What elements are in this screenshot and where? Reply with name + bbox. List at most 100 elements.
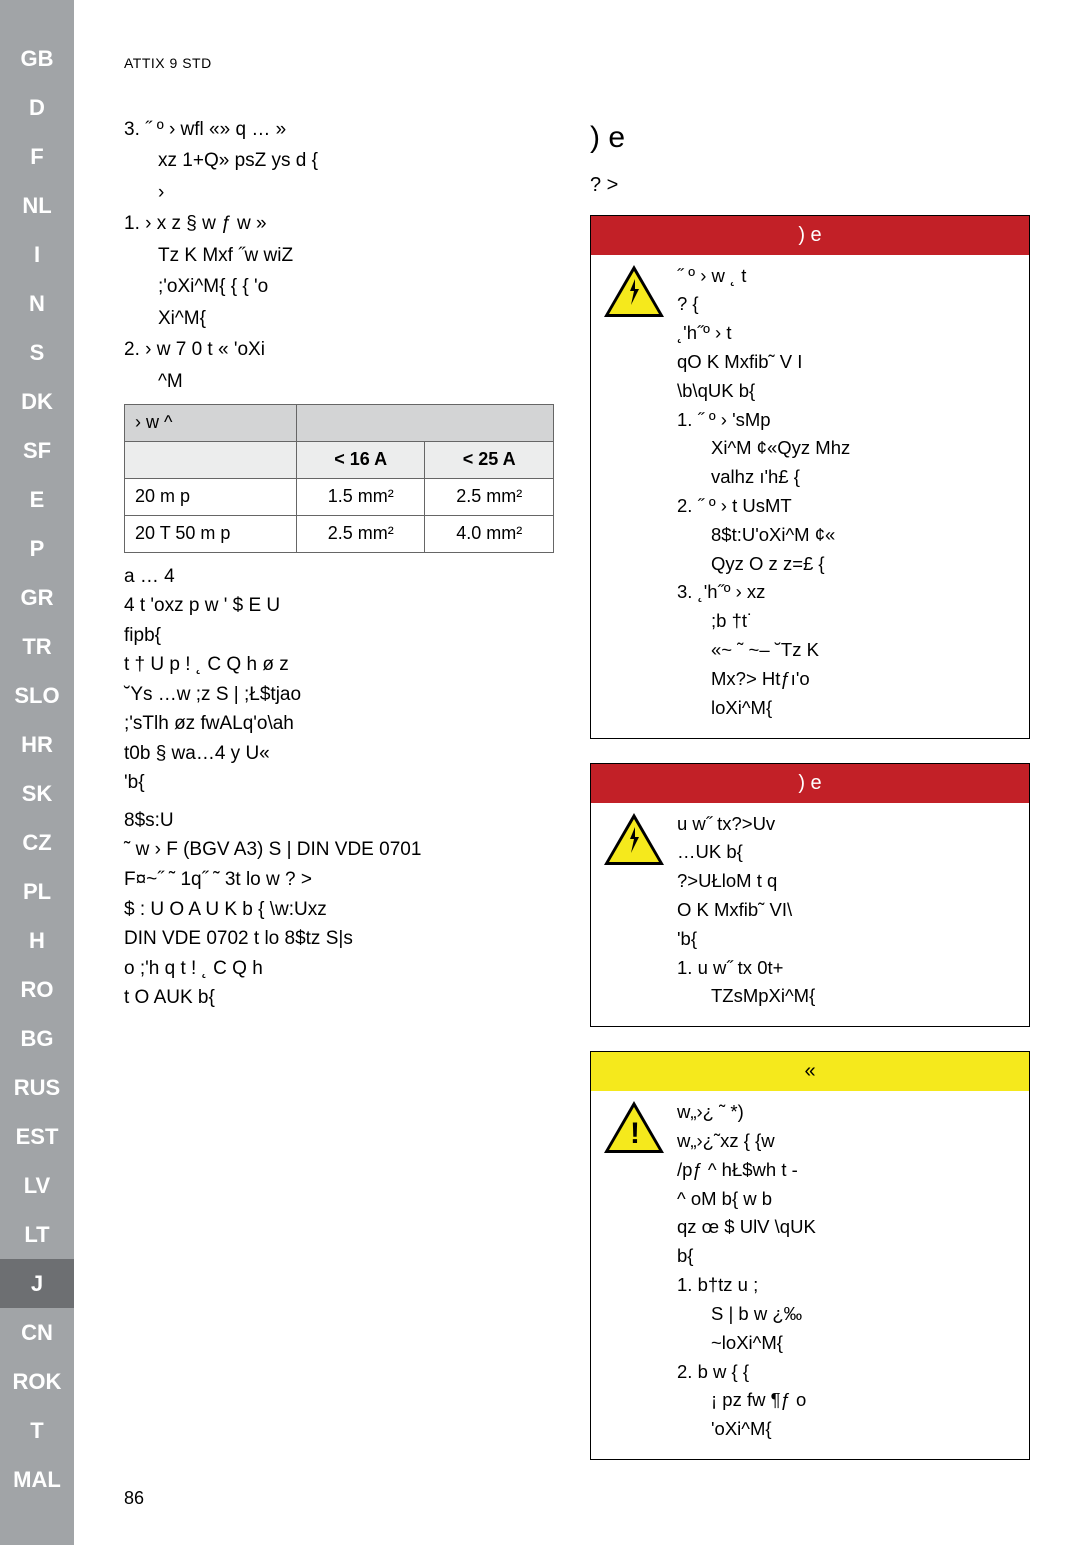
text-line: ;'oXi^M{ { { 'o	[124, 272, 554, 301]
sidebar-item-bg[interactable]: BG	[0, 1014, 74, 1063]
text-line: Xi^M{	[124, 304, 554, 333]
text-line: qO K Mxfib˜ V I	[677, 349, 1015, 376]
sidebar-item-sf[interactable]: SF	[0, 426, 74, 475]
warning-header: ) e	[591, 764, 1029, 803]
text-line: 8$s:U	[124, 807, 554, 835]
sidebar-item-n[interactable]: N	[0, 279, 74, 328]
sidebar-item-j[interactable]: J	[0, 1259, 74, 1308]
section-title: ) e	[590, 115, 1030, 162]
electric-hazard-icon	[591, 803, 677, 1027]
page-number: 86	[124, 1488, 144, 1509]
document-header: ATTIX 9 STD	[124, 55, 212, 71]
text-line: valhz ı'h£ {	[677, 464, 1015, 491]
table-cell: 20 T 50 m p	[125, 515, 297, 552]
sidebar-item-est[interactable]: EST	[0, 1112, 74, 1161]
text-line: 4 t 'oxz p w ' $ E U	[124, 592, 554, 620]
sidebar-item-d[interactable]: D	[0, 83, 74, 132]
sidebar-item-ro[interactable]: RO	[0, 965, 74, 1014]
text-line: S | b w ¿‰	[677, 1301, 1015, 1328]
sidebar-item-nl[interactable]: NL	[0, 181, 74, 230]
warning-header: «	[591, 1052, 1029, 1091]
danger-warning-box-2: ) e u w˝ tx?>Uv …UK b{ ?>UŁloM t q O K M…	[590, 763, 1030, 1028]
text-line: ˛'h˝º › t	[677, 320, 1015, 347]
text-line: fipb{	[124, 622, 554, 650]
text-line: w„›¿˜xz { {w	[677, 1128, 1015, 1155]
caution-icon: !	[591, 1091, 677, 1459]
table-subheader: < 16 A	[296, 441, 425, 478]
sidebar-item-s[interactable]: S	[0, 328, 74, 377]
sidebar-item-rok[interactable]: ROK	[0, 1357, 74, 1406]
text-line: 1. › x z § w ƒ w »	[124, 209, 554, 238]
text-line: o ;'h q t ! ˛ C Q h	[124, 955, 554, 983]
table-cell: 2.5 mm²	[296, 515, 425, 552]
warning-header: ) e	[591, 216, 1029, 255]
sidebar-item-i[interactable]: I	[0, 230, 74, 279]
text-line: 1. b†tz u ;	[677, 1272, 1015, 1299]
text-line: 'b{	[677, 926, 1015, 953]
table-cell-blank	[125, 441, 297, 478]
text-line: ^M	[124, 367, 554, 396]
text-line: DIN VDE 0702 t lo 8$tz S|s	[124, 925, 554, 953]
text-line: $ : U O A U K b { \w:Uxz	[124, 896, 554, 924]
sidebar-item-p[interactable]: P	[0, 524, 74, 573]
sidebar-item-hr[interactable]: HR	[0, 720, 74, 769]
table-header: › w ^	[125, 404, 297, 441]
table-cell: 2.5 mm²	[425, 478, 554, 515]
text-line: …UK b{	[677, 839, 1015, 866]
sidebar-item-lv[interactable]: LV	[0, 1161, 74, 1210]
text-line: ˜ w › F (BGV A3) S | DIN VDE 0701	[124, 836, 554, 864]
sidebar-item-mal[interactable]: MAL	[0, 1455, 74, 1504]
text-line: ¡ pz fw ¶ƒ o	[677, 1387, 1015, 1414]
table-cell: 4.0 mm²	[425, 515, 554, 552]
sidebar-item-rus[interactable]: RUS	[0, 1063, 74, 1112]
section-subtitle: ? >	[590, 170, 1030, 201]
text-line: F¤~˝ ˜ 1q˝ ˜ 3t lo w ? >	[124, 866, 554, 894]
text-line: 2. ˝ º › t UsMT	[677, 493, 1015, 520]
text-line: 2. › w 7 0 t « 'oXi	[124, 335, 554, 364]
text-line: loXi^M{	[677, 695, 1015, 722]
sidebar-item-sk[interactable]: SK	[0, 769, 74, 818]
text-line: 1. u w˝ tx 0t+	[677, 955, 1015, 982]
text-line: \b\qUK b{	[677, 378, 1015, 405]
table-cell: 20 m p	[125, 478, 297, 515]
text-line: t0b § wa…4 y U«	[124, 740, 554, 768]
sidebar-item-slo[interactable]: SLO	[0, 671, 74, 720]
danger-warning-box-1: ) e ˝ º › w ˛ t ? { ˛'h˝º › t qO K Mxfib…	[590, 215, 1030, 739]
sidebar-item-h[interactable]: H	[0, 916, 74, 965]
text-line: t † U p ! ˛ C Q h ø z	[124, 651, 554, 679]
text-line: 3. ˛'h˝º › xz	[677, 579, 1015, 606]
text-line: ˘Ys …w ;z S | ;Ł$tjao	[124, 681, 554, 709]
text-line: ˝ º › w ˛ t	[677, 263, 1015, 290]
sidebar-item-f[interactable]: F	[0, 132, 74, 181]
right-column: ) e ? > ) e ˝ º › w ˛ t ? { ˛'h˝º › t qO…	[590, 115, 1030, 1484]
text-line: Xi^M ¢«Qyz Mhz	[677, 435, 1015, 462]
text-line: TZsMpXi^M{	[677, 983, 1015, 1010]
left-column: 3. ˝ º › wfl «» q … » xz 1+Q» psZ ys d {…	[124, 115, 554, 1014]
text-line: qz œ $ UlV \qUK	[677, 1214, 1015, 1241]
sidebar-item-dk[interactable]: DK	[0, 377, 74, 426]
sidebar-item-cn[interactable]: CN	[0, 1308, 74, 1357]
sidebar-item-t[interactable]: T	[0, 1406, 74, 1455]
table-cell: 1.5 mm²	[296, 478, 425, 515]
text-line: 'oXi^M{	[677, 1416, 1015, 1443]
text-line: /pƒ ^ hŁ$wh t -	[677, 1157, 1015, 1184]
electric-hazard-icon	[591, 255, 677, 738]
sidebar-item-cz[interactable]: CZ	[0, 818, 74, 867]
table-header-blank	[296, 404, 553, 441]
text-line: xz 1+Q» psZ ys d {	[124, 146, 554, 175]
text-line: 'b{	[124, 769, 554, 797]
text-line: ~loXi^M{	[677, 1330, 1015, 1357]
text-line: 1. ˝ º › 'sMp	[677, 407, 1015, 434]
text-line: u w˝ tx?>Uv	[677, 811, 1015, 838]
sidebar-item-pl[interactable]: PL	[0, 867, 74, 916]
text-line: 2. b w { {	[677, 1359, 1015, 1386]
sidebar-item-tr[interactable]: TR	[0, 622, 74, 671]
sidebar-item-gb[interactable]: GB	[0, 34, 74, 83]
sidebar-item-e[interactable]: E	[0, 475, 74, 524]
text-line: ^ oM b{ w b	[677, 1186, 1015, 1213]
sidebar-item-gr[interactable]: GR	[0, 573, 74, 622]
text-line: t O AUK b{	[124, 984, 554, 1012]
text-line: ;'sTlh øz fwALq'o\ah	[124, 710, 554, 738]
text-line: ?>UŁloM t q	[677, 868, 1015, 895]
sidebar-item-lt[interactable]: LT	[0, 1210, 74, 1259]
